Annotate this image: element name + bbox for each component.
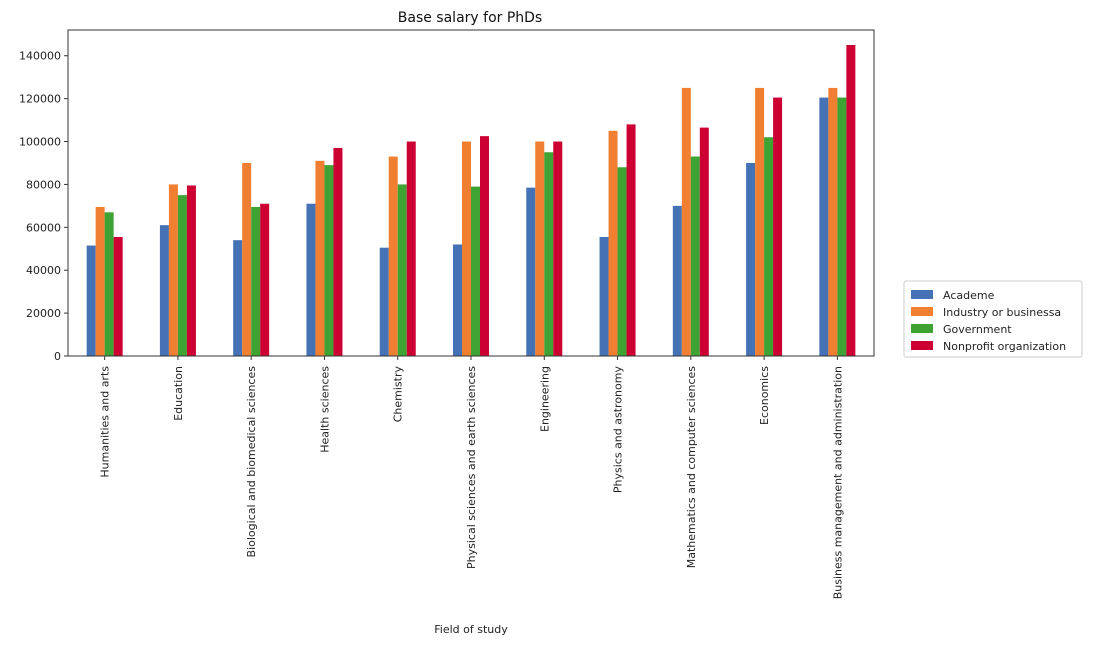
y-tick-label-5: 80000 <box>26 178 61 191</box>
y-axis: 0 20000 40000 60000 80000 100000 120000 140000 <box>19 50 68 363</box>
bars-layer <box>86 45 856 357</box>
chart-title: Base salary for PhDs <box>398 10 542 26</box>
bar-1-6 <box>453 244 462 356</box>
y-tick-label-4: 60000 <box>26 221 61 234</box>
y-tick-label-3: 40000 <box>26 264 61 277</box>
bar-1-8 <box>599 236 609 356</box>
plot-frame <box>67 29 875 357</box>
bar-4-1 <box>113 236 123 356</box>
x-axis: Humanities and arts Education Biological a… <box>99 356 844 599</box>
bar-4-3 <box>260 203 270 356</box>
bar-4-10 <box>773 97 783 356</box>
bar-4-11 <box>846 45 856 356</box>
bar-4-2 <box>186 185 196 356</box>
legend-swatch-3 <box>911 324 933 333</box>
bar-1-7 <box>526 187 536 356</box>
bar-2-4 <box>315 160 325 356</box>
legend-label-1: Academe <box>943 289 995 302</box>
legend-label-2: Industry or businessa <box>943 306 1061 319</box>
bar-3-8 <box>617 167 627 356</box>
bar-4-4 <box>333 147 343 356</box>
bar-2-6 <box>462 141 471 356</box>
bar-3-10 <box>764 137 774 356</box>
bar-1-11 <box>819 97 829 356</box>
bar-1-4 <box>306 203 316 356</box>
x-tick-label-11: Business management and administration <box>831 366 844 599</box>
bar-1-10 <box>746 162 756 356</box>
bar-3-6 <box>471 186 480 356</box>
legend-label-3: Government <box>943 323 1012 336</box>
legend: Academe Industry or businessa Government No… <box>903 280 1083 358</box>
x-tick-label-10: Economics <box>758 366 771 425</box>
y-tick-label-7: 120000 <box>19 93 61 106</box>
bar-1-3 <box>233 240 243 356</box>
bar-1-9 <box>672 205 682 356</box>
legend-swatch-2 <box>911 307 933 316</box>
x-tick-label-8: Physics and astronomy <box>612 366 625 494</box>
bar-2-11 <box>828 87 838 356</box>
y-tick-label-8: 140000 <box>19 50 61 63</box>
bar-4-5 <box>406 141 416 356</box>
y-tick-label-6: 100000 <box>19 136 61 149</box>
bar-4-8 <box>626 124 636 357</box>
bar-2-9 <box>681 87 691 356</box>
legend-label-4: Nonprofit organization <box>943 340 1066 353</box>
bar-3-4 <box>324 165 334 356</box>
bar-1-2 <box>159 225 169 356</box>
bar-2-8 <box>608 130 618 356</box>
y-tick-label-1: 0 <box>54 350 61 363</box>
x-tick-label-6: Physical sciences and earth sciences <box>465 366 478 569</box>
bar-1-1 <box>86 245 96 356</box>
legend-swatch-4 <box>911 341 933 350</box>
bar-3-11 <box>837 97 847 356</box>
x-tick-label-7: Engineering <box>538 366 551 432</box>
bar-3-1 <box>104 212 114 356</box>
x-tick-label-9: Mathematics and computer sciences <box>685 366 698 569</box>
bar-4-7 <box>553 141 563 356</box>
bar-3-3 <box>251 206 261 356</box>
y-tick-label-2: 20000 <box>26 307 61 320</box>
x-tick-label-4: Health sciences <box>318 366 331 453</box>
bar-2-7 <box>535 141 545 356</box>
bar-3-2 <box>177 195 187 356</box>
bar-3-9 <box>690 156 700 356</box>
legend-swatch-1 <box>911 290 933 299</box>
bar-1-5 <box>379 247 389 356</box>
bar-2-10 <box>755 87 765 356</box>
bar-2-3 <box>242 162 252 356</box>
bar-3-5 <box>397 184 407 356</box>
x-tick-label-1: Humanities and arts <box>99 366 112 478</box>
x-tick-label-2: Education <box>172 366 185 421</box>
x-tick-label-3: Biological and biomedical sciences <box>245 366 258 558</box>
bar-4-9 <box>699 127 709 356</box>
bar-4-6 <box>480 136 489 356</box>
bar-2-1 <box>95 206 105 356</box>
legend-box <box>903 280 1083 358</box>
bar-2-2 <box>168 184 178 356</box>
bar-2-5 <box>388 156 398 356</box>
x-tick-label-5: Chemistry <box>392 366 405 423</box>
x-axis-label: Field of study <box>434 623 508 636</box>
bar-3-7 <box>544 152 554 356</box>
